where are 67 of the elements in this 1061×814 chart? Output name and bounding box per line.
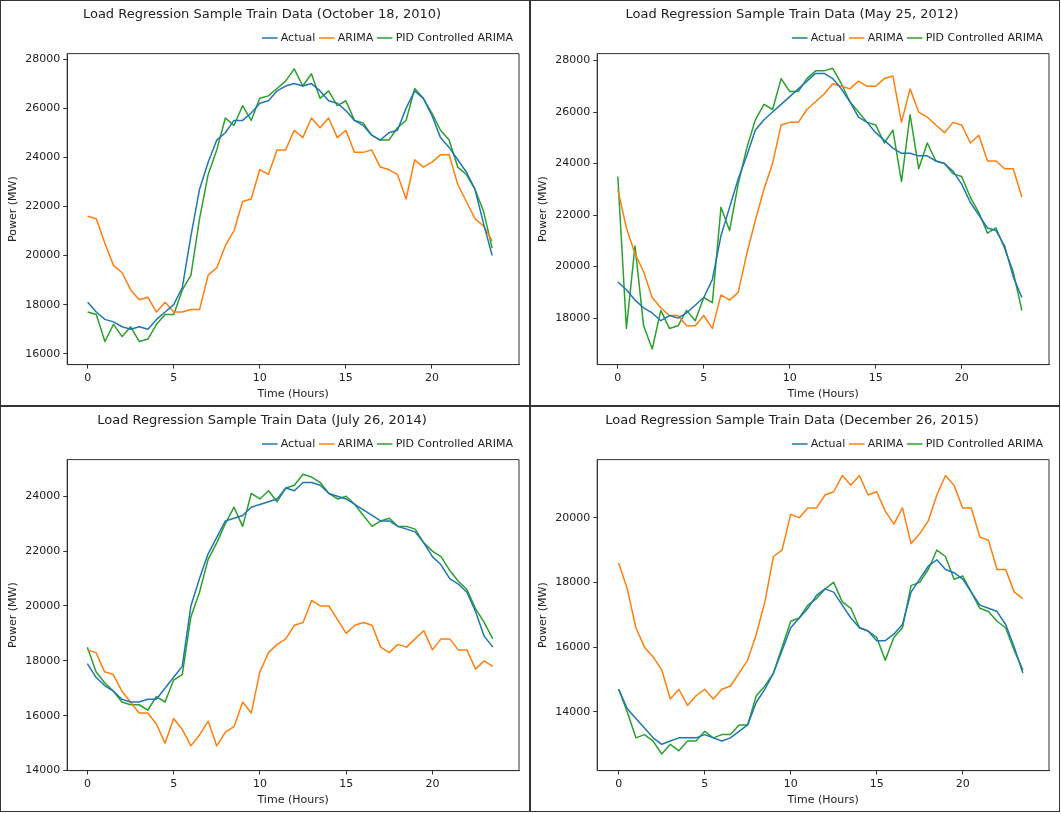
legend-label: PID Controlled ARIMA [395, 30, 514, 44]
y-tick-label: 20000 [555, 510, 591, 524]
legend-label: ARIMA [337, 436, 374, 450]
x-tick-label: 0 [615, 777, 623, 791]
x-tick-label: 10 [252, 371, 267, 385]
y-tick-label: 28000 [555, 53, 591, 67]
y-tick-label: 18000 [555, 575, 591, 589]
y-tick-label: 28000 [25, 51, 61, 65]
legend-label: Actual [810, 436, 846, 450]
y-tick-label: 16000 [25, 346, 61, 360]
x-tick-label: 0 [84, 371, 92, 385]
x-tick-label: 5 [700, 371, 708, 385]
chart-title: Load Regression Sample Train Data (July 26, 2014) [97, 412, 427, 428]
x-axis-title: Time (Hours) [256, 793, 329, 807]
legend-label: Actual [810, 30, 846, 44]
y-axis-title: Power (MW) [536, 582, 550, 648]
x-tick-label: 0 [614, 371, 622, 385]
y-axis-title: Power (MW) [6, 582, 20, 648]
y-tick-label: 22000 [555, 207, 591, 221]
legend-label: Actual [280, 436, 316, 450]
y-tick-label: 24000 [25, 150, 61, 164]
legend-label: Actual [280, 30, 316, 44]
x-tick-label: 15 [339, 777, 354, 791]
y-tick-label: 24000 [25, 489, 61, 503]
chart-title: Load Regression Sample Train Data (October 18, 2010) [82, 6, 442, 22]
y-tick-label: 24000 [555, 156, 591, 170]
y-tick-label: 14000 [555, 704, 591, 718]
x-tick-label: 10 [782, 371, 797, 385]
x-axis-title: Time (Hours) [256, 387, 329, 401]
y-tick-label: 16000 [25, 708, 61, 722]
x-tick-label: 5 [170, 777, 178, 791]
x-tick-label: 20 [424, 371, 439, 385]
legend-label: ARIMA [867, 436, 904, 450]
y-tick-label: 26000 [25, 100, 61, 114]
x-tick-label: 20 [954, 371, 969, 385]
y-tick-label: 26000 [555, 104, 591, 118]
x-tick-label: 15 [868, 371, 883, 385]
x-tick-label: 0 [83, 777, 91, 791]
legend-label: PID Controlled ARIMA [395, 436, 514, 450]
x-tick-label: 5 [170, 371, 178, 385]
y-tick-label: 14000 [25, 763, 61, 777]
x-tick-label: 20 [425, 777, 440, 791]
chart-title: Load Regression Sample Train Data (December 26, 2015) [605, 412, 979, 428]
y-axis-title: Power (MW) [536, 176, 550, 242]
x-axis-title: Time (Hours) [786, 793, 859, 807]
x-tick-label: 5 [701, 777, 709, 791]
y-tick-label: 22000 [25, 543, 61, 557]
y-tick-label: 20000 [25, 248, 61, 262]
x-tick-label: 20 [955, 777, 970, 791]
legend-label: PID Controlled ARIMA [925, 436, 1044, 450]
y-tick-label: 18000 [25, 297, 61, 311]
legend-label: ARIMA [337, 30, 374, 44]
y-tick-label: 18000 [555, 310, 591, 324]
chart-title: Load Regression Sample Train Data (May 25, 2012) [625, 6, 959, 22]
x-tick-label: 15 [338, 371, 353, 385]
y-tick-label: 16000 [555, 640, 591, 654]
y-tick-label: 22000 [25, 199, 61, 213]
legend-label: ARIMA [867, 30, 904, 44]
y-tick-label: 20000 [25, 598, 61, 612]
x-tick-label: 10 [783, 777, 798, 791]
y-axis-title: Power (MW) [6, 176, 20, 242]
x-tick-label: 10 [252, 777, 267, 791]
x-axis-title: Time (Hours) [786, 387, 859, 401]
x-tick-label: 15 [869, 777, 884, 791]
legend-label: PID Controlled ARIMA [925, 30, 1044, 44]
y-tick-label: 20000 [555, 259, 591, 273]
y-tick-label: 18000 [25, 653, 61, 667]
